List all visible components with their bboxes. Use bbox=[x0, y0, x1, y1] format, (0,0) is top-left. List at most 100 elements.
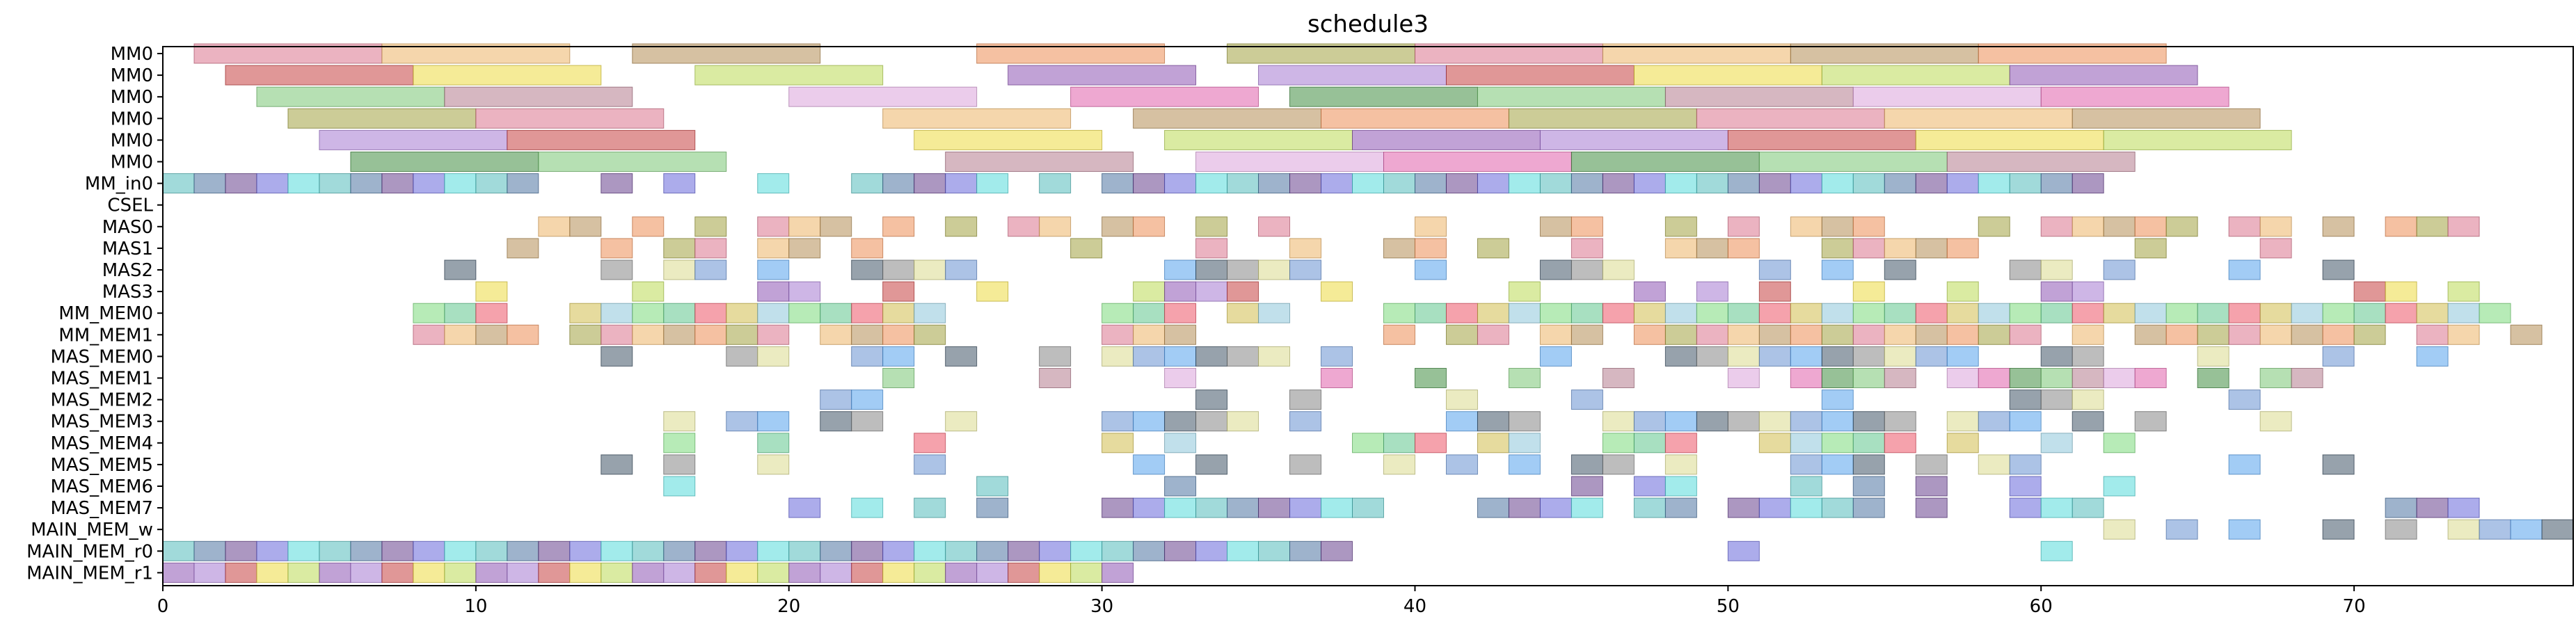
task-bar bbox=[475, 303, 508, 323]
task-bar bbox=[1227, 346, 1259, 367]
task-bar bbox=[1321, 497, 1353, 518]
task-bar bbox=[1164, 281, 1197, 302]
task-bar bbox=[1821, 259, 1854, 280]
task-bar bbox=[2009, 324, 2042, 345]
task-bar bbox=[1852, 346, 1885, 367]
task-bar bbox=[632, 281, 665, 302]
task-bar bbox=[1978, 303, 2010, 323]
task-bar bbox=[945, 540, 978, 561]
task-bar bbox=[1508, 303, 1541, 323]
task-bar bbox=[413, 173, 445, 194]
task-bar bbox=[1821, 324, 1854, 345]
task-bar bbox=[193, 540, 226, 561]
task-bar bbox=[2291, 303, 2323, 323]
task-bar bbox=[1790, 411, 1822, 432]
y-tick-label: MM0 bbox=[111, 87, 153, 108]
task-bar bbox=[757, 433, 790, 454]
task-bar bbox=[2228, 519, 2261, 540]
task-bar bbox=[350, 562, 383, 583]
task-bar bbox=[976, 173, 1009, 194]
task-bar bbox=[2040, 216, 2073, 237]
task-bar bbox=[2103, 476, 2136, 497]
task-bar bbox=[1664, 324, 1697, 345]
task-bar bbox=[882, 108, 1072, 129]
task-bar bbox=[663, 540, 696, 561]
task-bar bbox=[1352, 173, 1384, 194]
task-bar bbox=[444, 173, 477, 194]
task-bar bbox=[2009, 368, 2042, 388]
task-bar bbox=[2103, 368, 2136, 388]
task-bar bbox=[1352, 129, 1541, 150]
task-bar bbox=[1884, 346, 1916, 367]
task-bar bbox=[757, 216, 790, 237]
task-bar bbox=[632, 303, 665, 323]
task-bar bbox=[569, 540, 602, 561]
task-bar bbox=[225, 173, 257, 194]
task-bar bbox=[1039, 346, 1072, 367]
task-bar bbox=[851, 497, 884, 518]
task-bar bbox=[1571, 152, 1760, 172]
task-bar bbox=[1133, 497, 1166, 518]
task-bar bbox=[2197, 368, 2229, 388]
task-bar bbox=[820, 411, 852, 432]
task-bar bbox=[1602, 303, 1635, 323]
task-bar bbox=[1227, 173, 1259, 194]
task-bar bbox=[444, 324, 477, 345]
task-bar bbox=[1821, 238, 1854, 259]
task-bar bbox=[413, 65, 602, 86]
task-bar bbox=[882, 281, 915, 302]
task-bar bbox=[788, 216, 821, 237]
task-bar bbox=[1821, 65, 2010, 86]
task-bar bbox=[914, 433, 946, 454]
task-bar bbox=[2072, 411, 2104, 432]
task-bar bbox=[444, 259, 477, 280]
task-bar bbox=[413, 303, 445, 323]
task-bar bbox=[1821, 454, 1854, 475]
task-bar bbox=[475, 540, 508, 561]
task-bar bbox=[1539, 324, 1572, 345]
task-bar bbox=[1696, 324, 1728, 345]
y-tick-label: MAS_MEM7 bbox=[50, 498, 153, 519]
task-bar bbox=[1539, 259, 1572, 280]
task-bar bbox=[1758, 433, 1791, 454]
task-bar bbox=[1039, 540, 1072, 561]
task-bar bbox=[1727, 238, 1760, 259]
task-bar bbox=[1414, 433, 1447, 454]
task-bar bbox=[726, 324, 758, 345]
task-bar bbox=[882, 562, 915, 583]
task-bar bbox=[225, 562, 257, 583]
task-bar bbox=[2072, 216, 2104, 237]
task-bar bbox=[1884, 108, 2073, 129]
task-bar bbox=[1539, 303, 1572, 323]
task-bar bbox=[507, 324, 539, 345]
y-tick-label: MAS_MEM2 bbox=[50, 390, 153, 411]
task-bar bbox=[1227, 411, 1259, 432]
task-bar bbox=[1508, 411, 1541, 432]
task-bar bbox=[1321, 368, 1353, 388]
task-bar bbox=[1227, 259, 1259, 280]
task-bar bbox=[1946, 346, 1979, 367]
task-bar bbox=[1915, 324, 1948, 345]
task-bar bbox=[1915, 346, 1948, 367]
task-bar bbox=[1727, 173, 1760, 194]
task-bar bbox=[1508, 454, 1541, 475]
task-bar bbox=[882, 259, 915, 280]
task-bar bbox=[1884, 238, 1916, 259]
task-bar bbox=[882, 540, 915, 561]
task-bar bbox=[1258, 346, 1291, 367]
task-bar bbox=[1102, 324, 1134, 345]
task-bar bbox=[1946, 433, 1979, 454]
task-bar bbox=[413, 562, 445, 583]
task-bar bbox=[1477, 324, 1509, 345]
task-bar bbox=[1039, 562, 1072, 583]
task-bar bbox=[632, 540, 665, 561]
task-bar bbox=[976, 281, 1009, 302]
task-bar bbox=[2072, 390, 2104, 410]
x-axis: 0 10 20 30 40 50 60 70 bbox=[157, 586, 2366, 617]
task-bar bbox=[2416, 216, 2449, 237]
task-bar bbox=[1195, 259, 1228, 280]
task-bar bbox=[1008, 216, 1040, 237]
task-bar bbox=[256, 562, 289, 583]
task-bar bbox=[2009, 390, 2042, 410]
task-bar bbox=[2009, 173, 2042, 194]
